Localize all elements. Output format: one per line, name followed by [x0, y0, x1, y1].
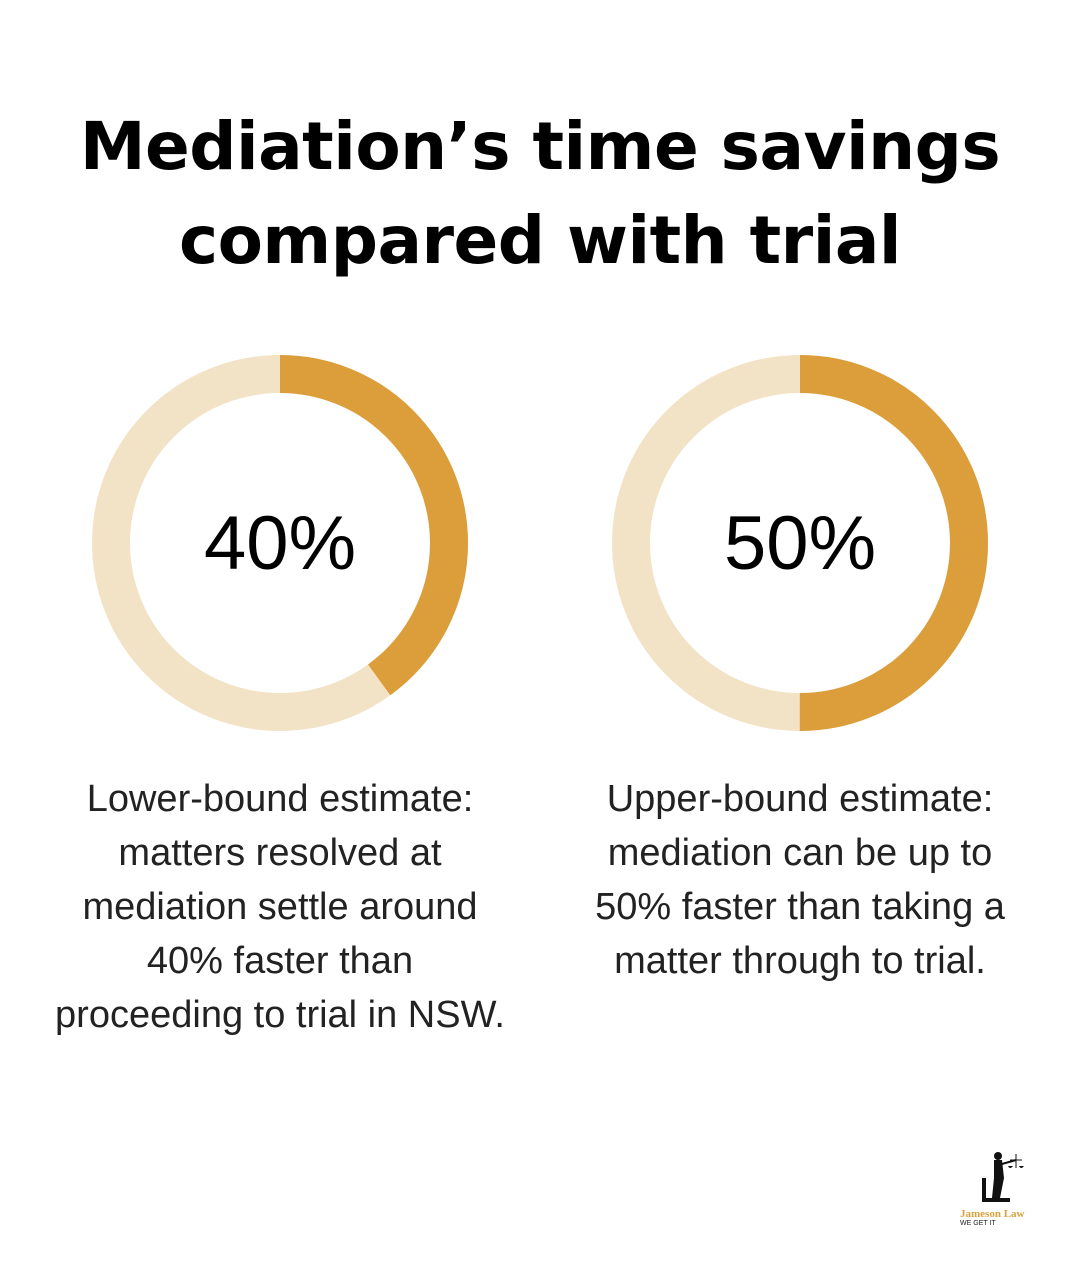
page-title: Mediation’s time savings compared with t… — [0, 100, 1080, 288]
title-line-1: Mediation’s time savings — [79, 108, 1001, 185]
percentage-label: 50% — [723, 500, 877, 586]
donut-ring — [92, 355, 468, 731]
lady-justice-icon — [982, 1152, 1024, 1202]
donut-ring — [612, 355, 988, 731]
desc-line: matters resolved at — [118, 832, 442, 874]
donut-chart-40: 40% — [92, 355, 468, 731]
donut-chart-50: 50% — [612, 355, 988, 731]
description-upper-bound: Upper-bound estimate: mediation can be u… — [540, 772, 1060, 988]
jameson-law-logo: Jameson Law WE GET IT — [958, 1148, 1038, 1228]
desc-line: matter through to trial. — [614, 940, 986, 982]
title-line-2: compared with trial — [178, 202, 902, 279]
percentage-label: 40% — [203, 500, 357, 586]
description-lower-bound: Lower-bound estimate: matters resolved a… — [20, 772, 540, 1042]
logo-tagline: WE GET IT — [960, 1220, 996, 1227]
desc-line: mediation settle around — [82, 886, 478, 928]
desc-line: mediation can be up to — [607, 832, 993, 874]
desc-line: 40% faster than — [146, 940, 414, 982]
desc-line: Lower-bound estimate: — [86, 778, 474, 820]
logo-name: Jameson Law — [960, 1208, 1025, 1220]
desc-line: proceeding to trial in NSW. — [55, 994, 505, 1036]
desc-line: 50% faster than taking a — [595, 886, 1005, 928]
desc-line: Upper-bound estimate: — [606, 778, 994, 820]
